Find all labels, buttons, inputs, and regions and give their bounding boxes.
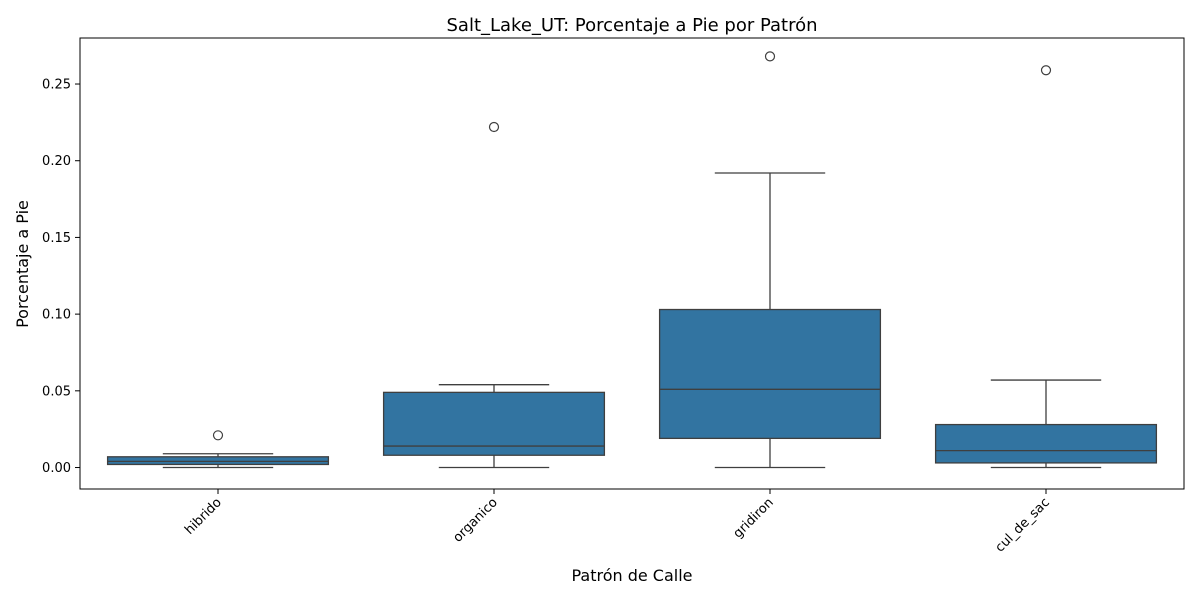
outlier-point — [488, 121, 500, 133]
y-tick-label: 0.10 — [42, 308, 71, 323]
y-tick-label: 0.20 — [42, 154, 71, 169]
x-axis: hibrido organico gridiron cul_de_sac — [182, 489, 1053, 555]
axes-frame — [79, 37, 1185, 490]
outlier-point — [212, 430, 224, 441]
outlier-point — [764, 51, 776, 62]
box-group-organico — [382, 121, 606, 469]
box-group-gridiron — [658, 51, 882, 469]
y-axis-label: Porcentaje a Pie — [13, 200, 32, 328]
x-axis-label: Patrón de Calle — [571, 566, 692, 585]
x-tick-label: cul_de_sac — [993, 495, 1053, 555]
plot-area — [106, 51, 1158, 469]
outlier-point — [1040, 65, 1052, 76]
box-iqr — [106, 456, 330, 466]
box-group-cul_de_sac — [934, 65, 1158, 469]
box-iqr — [934, 423, 1158, 464]
box-iqr — [658, 308, 882, 440]
x-tick-label: gridiron — [731, 495, 777, 541]
x-tick-label: organico — [450, 495, 500, 545]
chart-title: Salt_Lake_UT: Porcentaje a Pie por Patró… — [446, 15, 817, 36]
y-axis: 0.00 0.05 0.10 0.15 0.20 0.25 — [42, 78, 80, 476]
box-group-hibrido — [106, 430, 330, 469]
y-tick-label: 0.05 — [42, 384, 71, 399]
y-tick-label: 0.15 — [42, 231, 71, 246]
x-tick-label: hibrido — [182, 495, 225, 538]
y-tick-label: 0.25 — [42, 78, 71, 93]
box-iqr — [382, 391, 606, 456]
y-tick-label: 0.00 — [42, 461, 71, 476]
